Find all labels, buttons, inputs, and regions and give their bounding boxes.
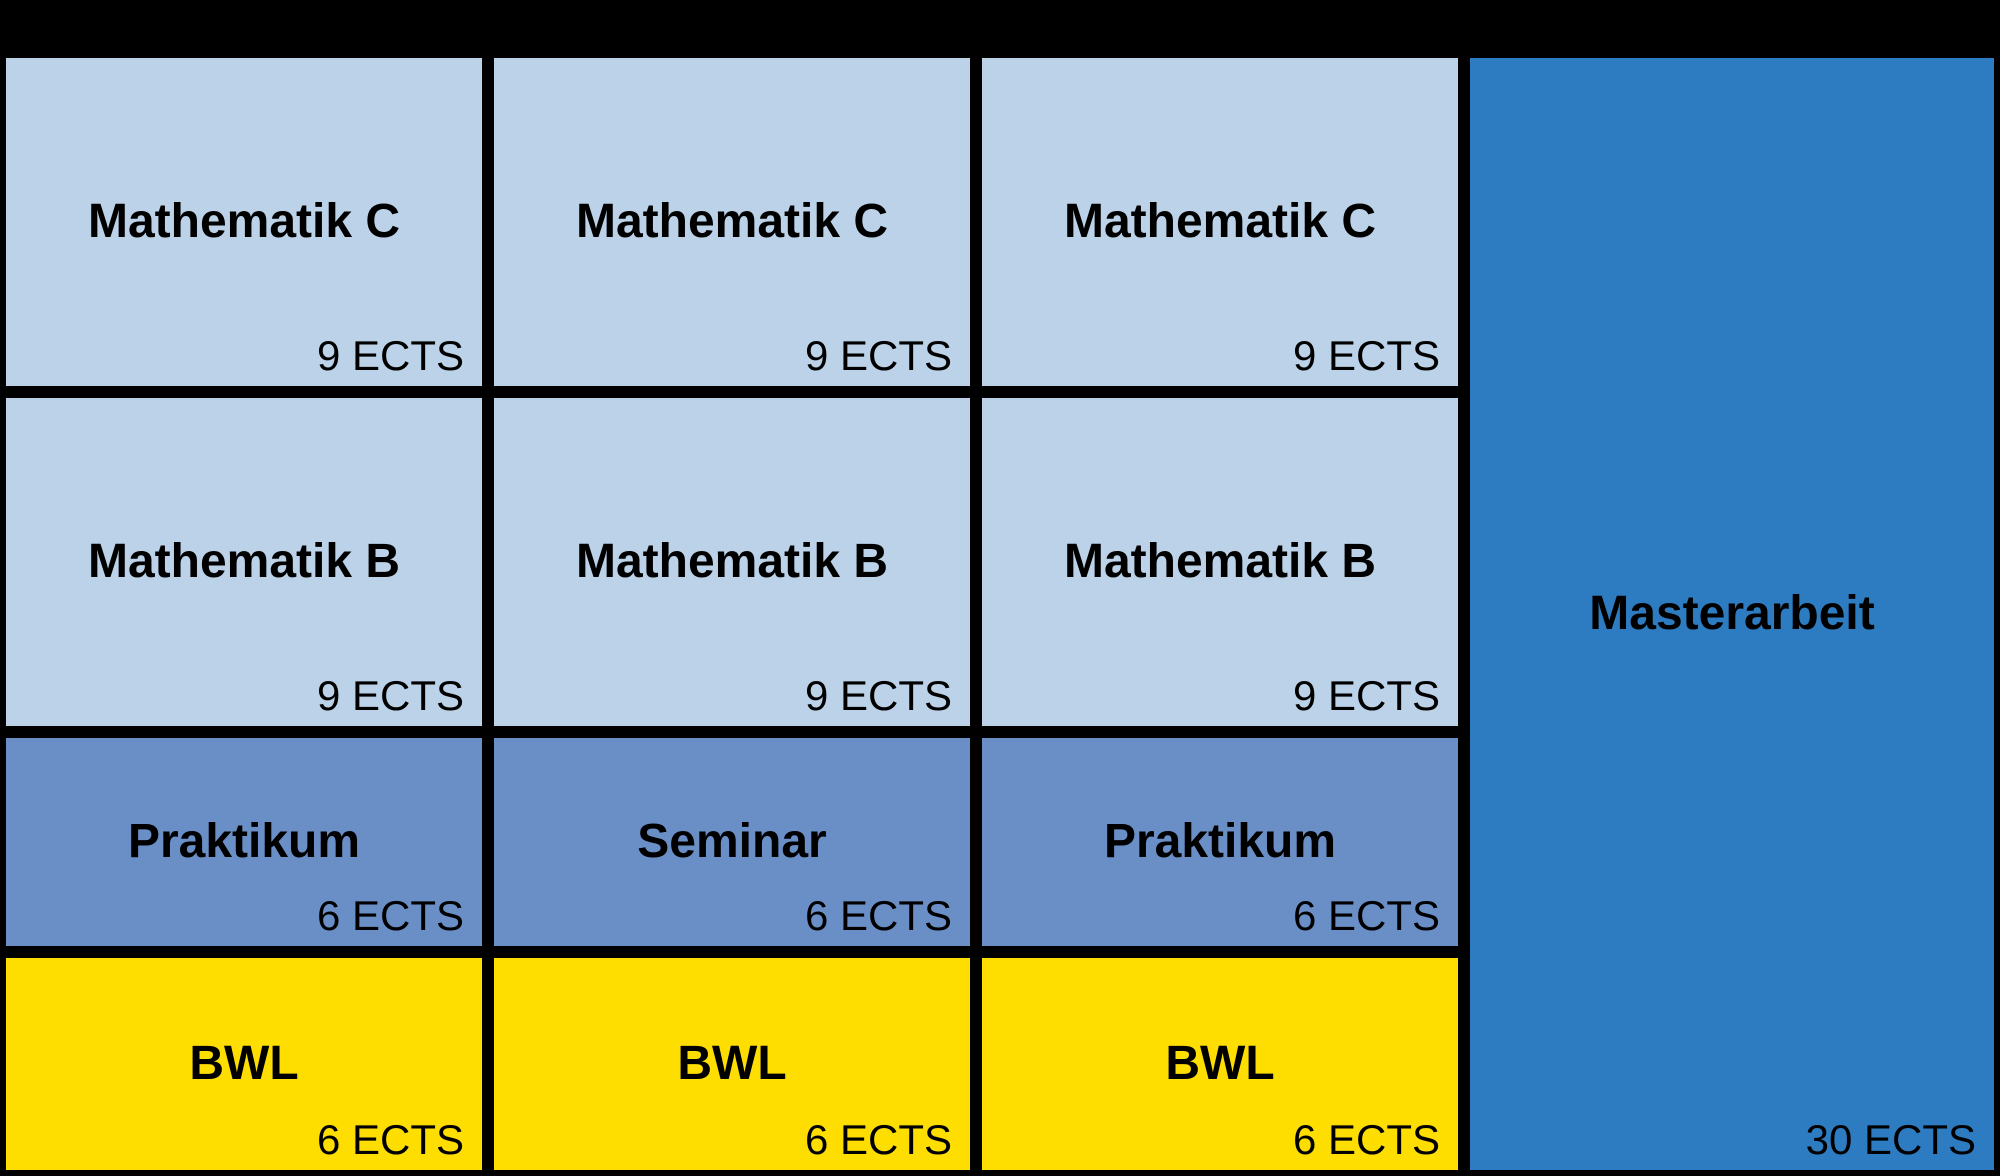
module-cell: Masterarbeit 30 ECTS — [1464, 52, 2000, 1176]
module-cell: Mathematik B 9 ECTS — [488, 392, 976, 732]
module-ects: 6 ECTS — [1293, 892, 1440, 940]
module-title: Praktikum — [1104, 816, 1336, 869]
module-cell: Mathematik C 9 ECTS — [488, 52, 976, 392]
module-ects: 6 ECTS — [805, 892, 952, 940]
module-ects: 6 ECTS — [1293, 1116, 1440, 1164]
module-cell: Praktikum 6 ECTS — [976, 732, 1464, 952]
module-title: Masterarbeit — [1589, 588, 1874, 641]
curriculum-plan: Mathematik C9 ECTSMathematik C9 ECTSMath… — [0, 0, 2000, 1176]
module-cell: BWL 6 ECTS — [0, 952, 488, 1176]
module-title: Mathematik B — [88, 536, 400, 589]
module-cell: Mathematik C 9 ECTS — [976, 52, 1464, 392]
module-title: BWL — [1165, 1038, 1274, 1091]
module-title: Mathematik C — [576, 196, 888, 249]
module-ects: 9 ECTS — [317, 332, 464, 380]
module-title: Mathematik C — [88, 196, 400, 249]
module-ects: 9 ECTS — [805, 672, 952, 720]
module-ects: 9 ECTS — [1293, 332, 1440, 380]
module-cell: Mathematik B 9 ECTS — [0, 392, 488, 732]
module-title: Seminar — [637, 816, 826, 869]
module-ects: 9 ECTS — [317, 672, 464, 720]
module-ects: 9 ECTS — [805, 332, 952, 380]
module-cell: Mathematik C 9 ECTS — [0, 52, 488, 392]
module-title: BWL — [677, 1038, 786, 1091]
module-title: Mathematik B — [1064, 536, 1376, 589]
module-ects: 30 ECTS — [1806, 1116, 1976, 1164]
module-ects: 6 ECTS — [805, 1116, 952, 1164]
module-cell: Mathematik B 9 ECTS — [976, 392, 1464, 732]
module-ects: 9 ECTS — [1293, 672, 1440, 720]
module-title: Praktikum — [128, 816, 360, 869]
module-cell: Praktikum 6 ECTS — [0, 732, 488, 952]
module-ects: 6 ECTS — [317, 1116, 464, 1164]
module-cell: BWL 6 ECTS — [976, 952, 1464, 1176]
module-cell: BWL 6 ECTS — [488, 952, 976, 1176]
module-title: BWL — [189, 1038, 298, 1091]
module-cell: Seminar 6 ECTS — [488, 732, 976, 952]
module-title: Mathematik C — [1064, 196, 1376, 249]
module-title: Mathematik B — [576, 536, 888, 589]
module-ects: 6 ECTS — [317, 892, 464, 940]
